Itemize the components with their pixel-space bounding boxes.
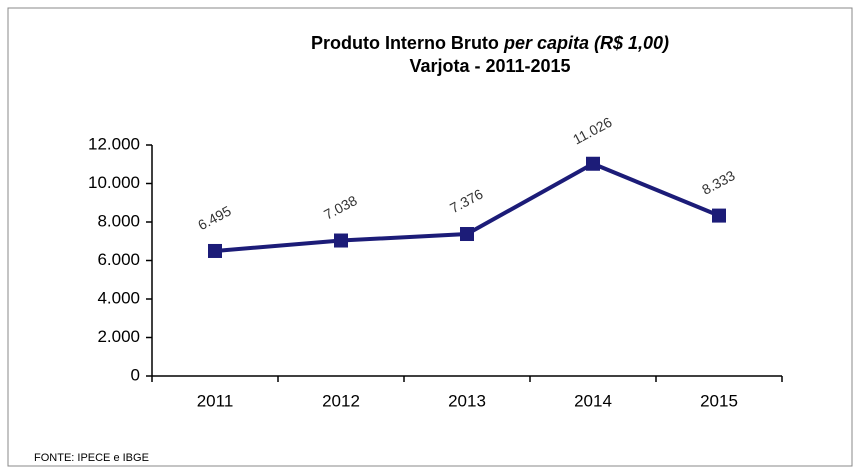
- source: FONTE: IPECE e IBGE: [34, 452, 149, 464]
- marker: [712, 208, 726, 223]
- y-tick-label: 8.000: [97, 211, 140, 230]
- x-tick-label: 2011: [197, 391, 234, 410]
- y-tick-label: 12.000: [88, 134, 140, 153]
- y-tick-label: 2.000: [97, 327, 140, 346]
- title-italic: per capita (R$ 1,00): [503, 33, 669, 53]
- x-tick-label: 2013: [448, 391, 486, 410]
- marker: [334, 233, 348, 248]
- x-tick-label: 2014: [574, 391, 612, 410]
- chart-title: Produto Interno Bruto per capita (R$ 1,0…: [311, 33, 669, 53]
- marker: [586, 156, 600, 171]
- title-main: Produto Interno Bruto: [311, 33, 499, 53]
- marker: [208, 243, 222, 258]
- x-tick-label: 2015: [700, 391, 738, 410]
- y-tick-label: 6.000: [97, 250, 140, 269]
- y-tick-label: 10.000: [88, 173, 140, 192]
- chart-subtitle: Varjota - 2011-2015: [409, 56, 570, 76]
- x-tick-label: 2012: [322, 391, 360, 410]
- y-tick-label: 0: [131, 365, 140, 384]
- y-tick-label: 4.000: [97, 288, 140, 307]
- marker: [460, 227, 474, 242]
